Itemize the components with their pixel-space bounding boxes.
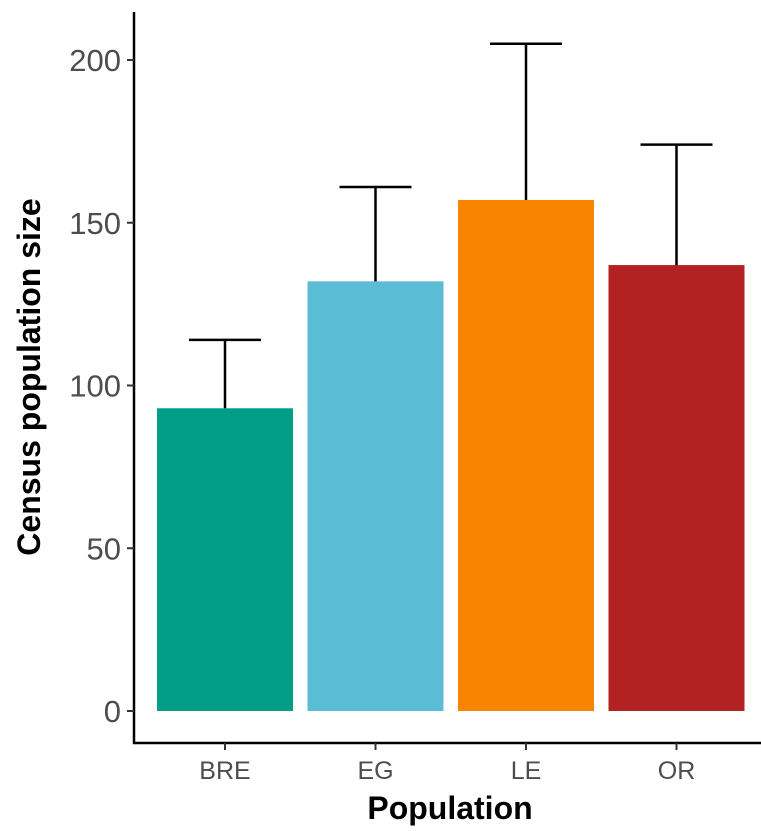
x-axis-title: Population bbox=[367, 790, 532, 826]
x-tick-label: OR bbox=[658, 757, 696, 785]
bar-eg bbox=[307, 281, 444, 711]
bar-or bbox=[608, 265, 745, 711]
y-axis-title: Census population size bbox=[11, 198, 47, 555]
bar-le bbox=[458, 199, 594, 711]
y-ticks-layer: 0 50 100 150 200 bbox=[69, 43, 134, 729]
bars-layer bbox=[157, 199, 745, 711]
x-tick-label: EG bbox=[357, 757, 393, 785]
y-tick-label: 100 bbox=[69, 369, 121, 404]
x-tick-label: LE bbox=[511, 757, 542, 785]
x-ticks-layer: BRE EG LE OR bbox=[199, 743, 695, 785]
error-bars-layer bbox=[189, 42, 713, 409]
bar-bre bbox=[157, 408, 293, 711]
y-tick-label: 50 bbox=[87, 531, 121, 566]
axes-layer bbox=[132, 12, 761, 745]
y-tick-label: 0 bbox=[104, 694, 121, 729]
y-tick-label: 200 bbox=[69, 43, 121, 78]
x-tick-label: BRE bbox=[199, 757, 250, 785]
y-tick-label: 150 bbox=[69, 206, 121, 241]
